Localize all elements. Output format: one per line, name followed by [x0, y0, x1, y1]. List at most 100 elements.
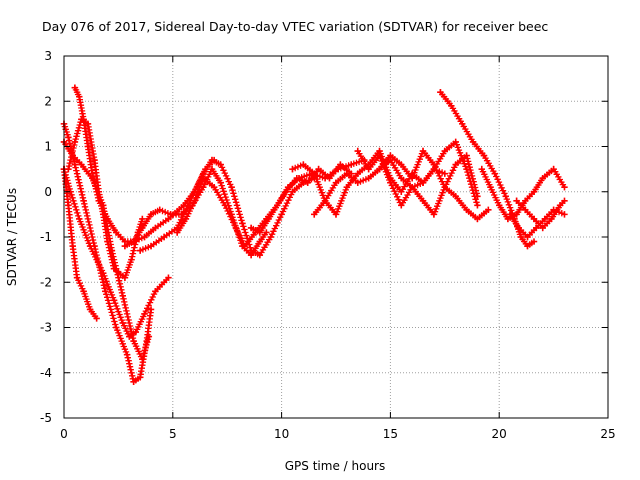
x-tick-label: 10: [274, 427, 289, 441]
data-point: [354, 147, 361, 155]
series-sat-16: [478, 165, 568, 223]
data-point: [332, 179, 340, 186]
data-point: [491, 170, 499, 177]
data-point: [441, 184, 448, 191]
data-point: [452, 161, 459, 168]
data-point: [487, 184, 494, 191]
data-point: [99, 211, 107, 218]
data-point: [208, 165, 216, 173]
data-point: [441, 170, 448, 177]
data-point: [65, 202, 72, 209]
x-tick-label: 5: [169, 427, 177, 441]
data-point: [221, 202, 229, 209]
data-point: [530, 238, 538, 245]
data-point: [265, 215, 272, 223]
y-tick-label: -1: [40, 230, 52, 244]
data-point: [408, 174, 416, 182]
chart-title: Day 076 of 2017, Sidereal Day-to-day VTE…: [42, 19, 548, 34]
data-point: [136, 247, 144, 254]
tick-layer: 0 5 10 15 20 25 -5 -4 -3 -2 -1 0 1 2 3: [40, 49, 616, 441]
data-point: [65, 165, 72, 173]
data-point: [354, 170, 361, 177]
data-point: [480, 152, 488, 159]
data-point: [289, 165, 296, 173]
data-point: [532, 224, 540, 232]
data-point: [71, 138, 79, 146]
data-point: [217, 179, 224, 186]
data-point: [274, 202, 281, 209]
data-point: [80, 197, 87, 204]
series-line: [313, 140, 479, 216]
data-point: [91, 242, 98, 250]
data-point: [110, 265, 118, 272]
data-point: [437, 89, 444, 96]
data-point: [119, 292, 126, 300]
y-tick-label: -3: [40, 321, 52, 335]
data-point: [365, 165, 372, 173]
x-tick-label: 15: [383, 427, 398, 441]
data-point: [539, 174, 546, 182]
series-layer: [60, 84, 568, 385]
data-point: [485, 206, 492, 214]
data-point: [84, 143, 92, 150]
data-point: [113, 229, 120, 236]
data-point: [469, 138, 477, 146]
series-sat-10: [247, 161, 355, 236]
data-point: [548, 215, 555, 223]
data-point: [119, 319, 126, 327]
data-point: [387, 179, 394, 186]
data-point: [191, 197, 198, 204]
data-point: [147, 242, 155, 250]
data-point: [130, 337, 137, 345]
data-point: [556, 202, 564, 209]
data-point: [326, 174, 333, 182]
data-point: [152, 224, 159, 232]
series-markers: [513, 197, 566, 232]
data-point: [93, 315, 100, 322]
data-point: [247, 247, 255, 254]
data-point: [337, 161, 344, 168]
series-sat-13: [354, 147, 481, 218]
data-point: [474, 193, 481, 200]
data-point: [321, 197, 329, 204]
data-point: [180, 202, 187, 209]
data-point: [419, 147, 427, 155]
data-point: [65, 134, 72, 141]
data-point: [167, 211, 174, 218]
data-point: [95, 188, 103, 195]
data-point: [348, 161, 355, 168]
data-point: [398, 188, 405, 195]
data-point: [136, 374, 144, 381]
data-point: [365, 174, 372, 182]
data-point: [376, 152, 383, 159]
data-point: [513, 211, 520, 218]
data-point: [524, 233, 531, 241]
data-point: [343, 170, 351, 177]
series-sat-18: [513, 197, 568, 232]
data-point: [139, 215, 146, 223]
data-point: [232, 224, 240, 232]
data-point: [419, 197, 427, 204]
data-point: [474, 202, 481, 209]
series-sat-15: [437, 89, 538, 250]
data-point: [241, 242, 248, 250]
data-point: [76, 93, 83, 100]
data-point: [247, 224, 255, 232]
data-point: [130, 378, 137, 385]
data-point: [113, 324, 120, 331]
series-line: [123, 168, 268, 257]
data-point: [256, 251, 264, 259]
data-point: [139, 224, 146, 232]
data-point: [200, 174, 207, 182]
data-point: [419, 179, 427, 186]
data-point: [300, 161, 307, 168]
data-point: [398, 161, 405, 168]
data-point: [448, 102, 455, 109]
data-point: [506, 211, 514, 218]
y-tick-label: 0: [44, 185, 52, 199]
data-point: [561, 184, 568, 191]
x-tick-label: 20: [492, 427, 507, 441]
data-point: [343, 184, 351, 191]
data-point: [561, 211, 568, 218]
data-point: [452, 138, 459, 146]
